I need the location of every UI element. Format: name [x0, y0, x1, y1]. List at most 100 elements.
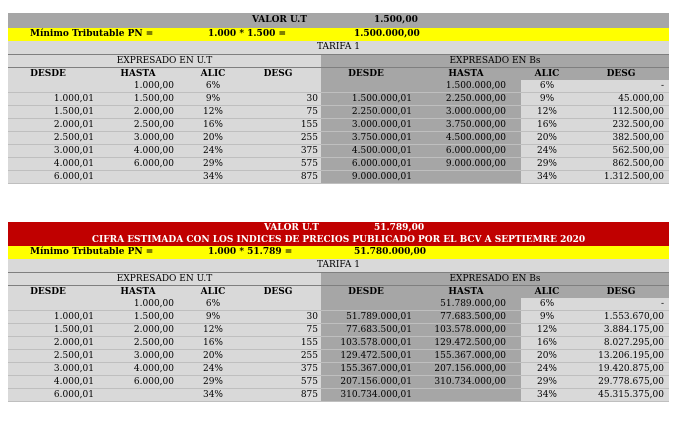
cell-alic-bs: 16%: [536, 120, 557, 130]
table-row: 1.500,01 2.000,00 12% 75 77.683.500,01 103.57…: [8, 324, 669, 337]
cell-desg-ut: [248, 80, 318, 92]
cell-hasta-bs: 129.472.500,00: [434, 338, 506, 348]
cell-hasta-ut: 2.000,00: [133, 325, 174, 335]
table-row: 1.000,01 1.500,00 9% 30 1.500.000,01 2.250.00…: [8, 93, 669, 106]
cell-desg-bs: 8.027.295,00: [603, 338, 664, 348]
table-row: 4.000,01 6.000,00 29% 575 6.000.000,01 9.000.…: [8, 158, 669, 171]
cell-desg-bs: 862.500,00: [612, 159, 664, 169]
cell-desg-ut: [248, 298, 318, 310]
cell-desg-ut: 155: [300, 120, 318, 130]
cell-desde-bs: 9.000.000,01: [351, 172, 412, 182]
col-alic-ut: ALIC: [200, 287, 226, 297]
cell-alic-ut: 9%: [205, 94, 221, 104]
cifra-estimada-note: CIFRA ESTIMADA CON LOS INDICES DE PRECIO…: [91, 235, 586, 245]
cell-desg-ut: 155: [300, 338, 318, 348]
table-row: 1.000,00 6% 51.789.000,00 6% -: [8, 298, 669, 311]
cell-desg-ut: 875: [300, 390, 318, 400]
cell-desg-bs: 19.420.875,00: [598, 364, 664, 374]
minimo-value: 1.500.000,00: [354, 29, 420, 39]
cell-desde-ut: 4.000,01: [53, 377, 94, 387]
cell-hasta-bs: 51.789.000,00: [440, 299, 506, 309]
table-row: 3.000,01 4.000,00 24% 375 155.367.000,01 207.…: [8, 363, 669, 376]
table-row: 1.500,01 2.000,00 12% 75 2.250.000,01 3.000.0…: [8, 106, 669, 119]
cell-alic-bs: 9%: [539, 312, 555, 322]
cell-hasta-ut: 6.000,00: [133, 159, 174, 169]
cell-desde-bs: 6.000.000,01: [351, 159, 412, 169]
cell-hasta-ut: 1.000,00: [133, 81, 174, 91]
cell-hasta-ut: 3.000,00: [133, 351, 174, 361]
cell-desg-ut: 255: [300, 133, 318, 143]
cell-desg-ut: 575: [300, 159, 318, 169]
cell-desde-ut: 2.500,01: [53, 133, 94, 143]
cell-desg-bs: 29.778.675,00: [598, 377, 664, 387]
cell-hasta-bs: 310.734.000,00: [434, 377, 506, 387]
col-desg-ut: DESG: [263, 69, 293, 79]
tarifa-row: TARIFA 1: [8, 41, 669, 55]
col-hasta-bs: HASTA: [448, 69, 484, 79]
cell-desg-ut: 375: [300, 364, 318, 374]
col-desg-bs: DESG: [606, 287, 636, 297]
minimo-value: 51.780.000,00: [354, 247, 427, 257]
cell-hasta-bs: 207.156.000,00: [434, 364, 506, 374]
minimo-label: Mínimo Tributable PN =: [30, 247, 154, 257]
col-hasta-bs: HASTA: [448, 287, 484, 297]
cell-hasta-ut: 1.500,00: [133, 312, 174, 322]
group-ut: EXPRESADO EN U.T: [8, 273, 321, 285]
cell-desg-ut: 575: [300, 377, 318, 387]
cell-desde-bs: [322, 298, 412, 310]
cell-desg-bs: 13.206.195,00: [598, 351, 664, 361]
cell-alic-bs: 29%: [536, 377, 557, 387]
cell-desde-bs: 2.250.000,01: [351, 107, 412, 117]
cell-desde-bs: 4.500.000,01: [351, 146, 412, 156]
table-1-body: 1.000,00 6% 1.500.000,00 6% - 1.000,01 1.500,0…: [8, 80, 669, 184]
tarifa-label: TARIFA 1: [317, 260, 360, 270]
col-hasta-ut: HASTA: [120, 69, 156, 79]
cell-hasta-bs: 4.500.000,00: [445, 133, 506, 143]
col-desde-ut: DESDE: [30, 69, 66, 79]
col-desg-ut: DESG: [263, 287, 293, 297]
cell-alic-bs: 6%: [539, 299, 555, 309]
table-row: 1.000,00 6% 1.500.000,00 6% -: [8, 80, 669, 93]
cell-hasta-ut: 1.500,00: [133, 94, 174, 104]
cell-desde-ut: [14, 80, 94, 92]
cell-desg-ut: 375: [300, 146, 318, 156]
cell-alic-ut: 12%: [202, 107, 223, 117]
cell-hasta-bs: 9.000.000,00: [445, 159, 506, 169]
minimo-tributable-row: Mínimo Tributable PN = 1.000 * 1.500 = 1…: [8, 28, 669, 41]
cell-alic-bs: 16%: [536, 338, 557, 348]
cell-desg-ut: 30: [306, 312, 318, 322]
cell-desg-bs: -: [660, 299, 664, 309]
cell-alic-ut: 20%: [202, 351, 223, 361]
cell-alic-ut: 16%: [202, 120, 223, 130]
table-row: 3.000,01 4.000,00 24% 375 4.500.000,01 6.000.…: [8, 145, 669, 158]
group-header-row: EXPRESADO EN U.T EXPRESADO EN Bs: [8, 273, 669, 286]
cell-desde-bs: [322, 80, 412, 92]
cell-alic-ut: 6%: [205, 299, 221, 309]
cell-desde-bs: 3.000.000,01: [351, 120, 412, 130]
cell-hasta-ut: 1.000,00: [133, 299, 174, 309]
cell-desde-ut: 2.500,01: [53, 351, 94, 361]
cell-desde-bs: 51.789.000,01: [346, 312, 412, 322]
cell-desde-ut: 4.000,01: [53, 159, 94, 169]
cell-alic-ut: 34%: [202, 172, 223, 182]
cell-alic-ut: 20%: [202, 133, 223, 143]
cell-desde-ut: 6.000,01: [53, 390, 94, 400]
valor-ut-row: VALOR U.T 1.500,00: [8, 13, 669, 28]
cell-hasta-bs: 103.578.000,00: [434, 325, 506, 335]
cell-alic-bs: 24%: [536, 364, 557, 374]
valor-ut-row: VALOR U.T 51.789,00: [8, 222, 669, 234]
cell-desde-ut: 3.000,01: [53, 146, 94, 156]
col-hasta-ut: HASTA: [120, 287, 156, 297]
cell-alic-ut: 24%: [202, 146, 223, 156]
cell-alic-bs: 24%: [536, 146, 557, 156]
cell-hasta-ut: 4.000,00: [133, 146, 174, 156]
cell-desg-ut: 75: [306, 325, 318, 335]
col-desde-ut: DESDE: [30, 287, 66, 297]
cell-desde-ut: 2.000,01: [53, 338, 94, 348]
col-desde-bs: DESDE: [348, 69, 384, 79]
cell-hasta-bs: 3.000.000,00: [445, 107, 506, 117]
cell-alic-ut: 29%: [202, 159, 223, 169]
cell-desde-bs: 129.472.500,01: [340, 351, 412, 361]
valor-ut-label: VALOR U.T: [252, 15, 307, 25]
cell-hasta-bs: [416, 171, 506, 183]
